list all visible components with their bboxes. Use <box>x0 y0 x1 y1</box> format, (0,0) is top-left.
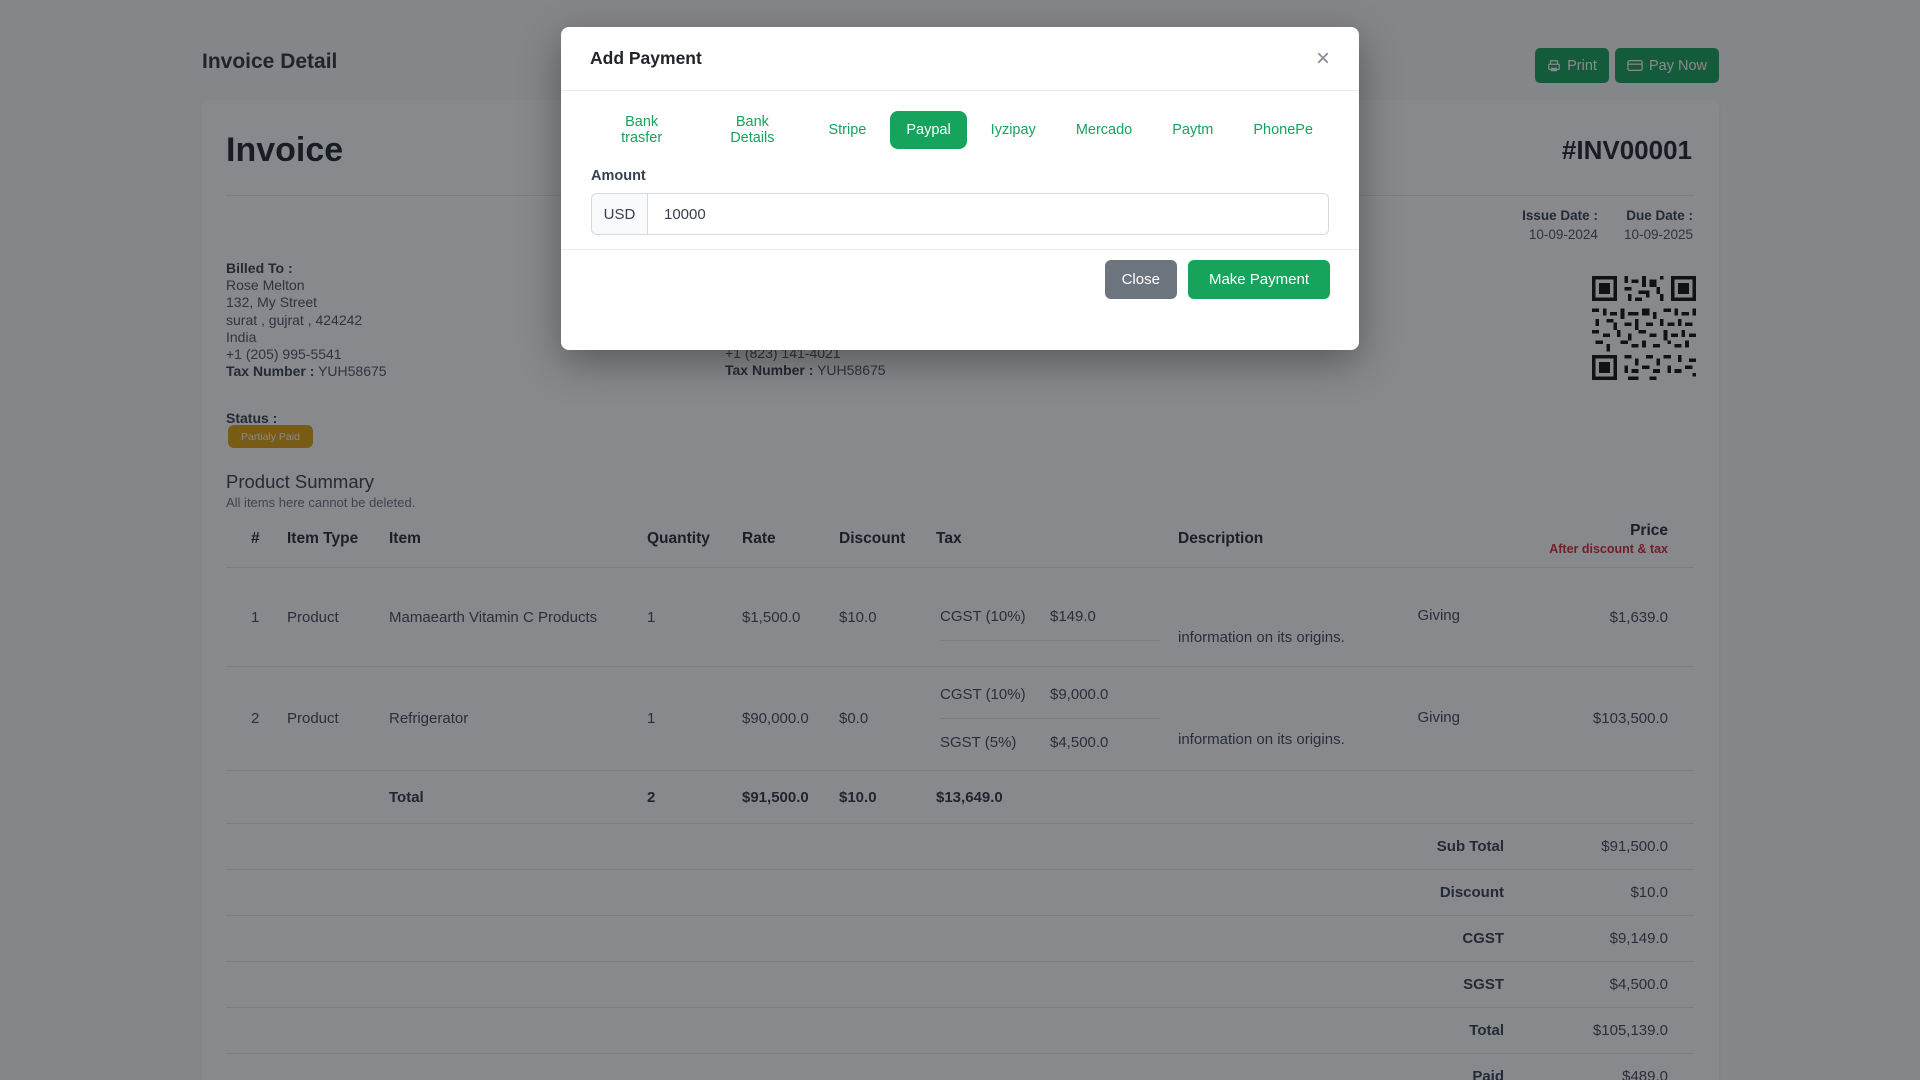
tab-bank-details[interactable]: Bank Details <box>700 111 804 149</box>
amount-input-group: USD <box>591 193 1329 235</box>
tab-paytm[interactable]: Paytm <box>1156 111 1229 149</box>
modal-title: Add Payment <box>590 48 702 68</box>
currency-prefix: USD <box>592 194 648 234</box>
payment-method-tabs: Bank trasfer Bank Details Stripe Paypal … <box>591 111 1329 149</box>
close-icon[interactable]: × <box>1315 44 1330 72</box>
tab-phonepe[interactable]: PhonePe <box>1237 111 1329 149</box>
tab-iyzipay[interactable]: Iyzipay <box>975 111 1052 149</box>
tab-paypal[interactable]: Paypal <box>890 111 967 149</box>
amount-input[interactable] <box>648 194 1328 234</box>
tab-stripe[interactable]: Stripe <box>812 111 882 149</box>
close-button[interactable]: Close <box>1104 260 1177 299</box>
make-payment-button[interactable]: Make Payment <box>1187 260 1330 299</box>
amount-label: Amount <box>591 168 646 184</box>
tab-mercado[interactable]: Mercado <box>1060 111 1148 149</box>
add-payment-modal: Add Payment × Bank trasfer Bank Details … <box>561 27 1359 350</box>
tab-bank-transfer[interactable]: Bank trasfer <box>591 111 692 149</box>
